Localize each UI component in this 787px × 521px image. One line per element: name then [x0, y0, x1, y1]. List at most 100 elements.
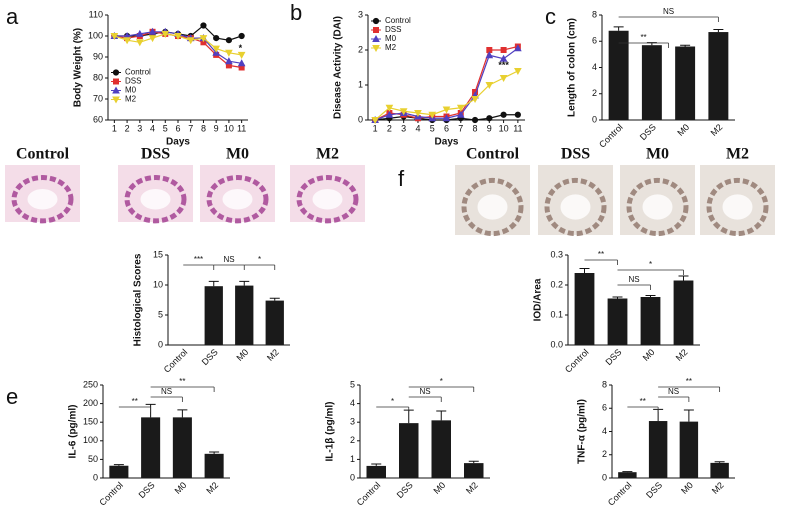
x-tick-label: DSS — [137, 480, 157, 500]
annotation: ** — [640, 397, 646, 406]
y-tick-label: 6 — [602, 403, 607, 413]
significance-bracket — [183, 264, 215, 270]
error-bar — [208, 280, 219, 287]
y-tick-label: 8 — [602, 379, 607, 389]
error-bar — [613, 26, 624, 31]
y-tick-label: 2 — [358, 44, 363, 54]
marker — [225, 57, 233, 65]
legend-label: M0 — [125, 86, 137, 95]
bar — [607, 298, 628, 345]
bar — [366, 465, 386, 478]
lumen — [477, 194, 508, 220]
tissue — [461, 177, 524, 237]
x-tick-label: 8 — [473, 123, 478, 133]
marker — [135, 39, 144, 47]
bar — [708, 32, 729, 120]
significance-bracket — [408, 396, 442, 402]
significance-bracket — [617, 284, 651, 290]
marker — [442, 106, 451, 114]
y-axis-label: IOD/Area — [533, 278, 544, 321]
annotation: * — [391, 397, 394, 406]
annotation: NS — [419, 387, 430, 396]
marker — [499, 75, 508, 83]
bar — [618, 472, 637, 478]
annotation: ** — [686, 377, 692, 386]
y-tick-label: 80 — [93, 72, 103, 82]
annotation: NS — [668, 387, 679, 396]
x-tick-label: Control — [97, 480, 125, 508]
bar — [399, 423, 419, 478]
x-tick-label: 2 — [125, 123, 130, 133]
x-tick-label: Control — [355, 480, 383, 508]
lumen — [642, 194, 673, 220]
annotation: *** — [498, 60, 509, 70]
y-tick-label: 0 — [358, 114, 363, 124]
x-tick-label: Control — [606, 480, 634, 508]
legend-label: Control — [385, 16, 411, 25]
error-bar — [678, 275, 689, 281]
bar — [204, 453, 224, 478]
x-tick-label: 5 — [163, 123, 168, 133]
error-bar — [612, 296, 623, 299]
y-tick-label: 0 — [350, 472, 355, 482]
annotation: * — [440, 377, 443, 386]
x-tick-label: 4 — [415, 123, 420, 133]
tissue — [11, 175, 74, 224]
error-bar — [177, 409, 188, 418]
x-tick-label: M2 — [674, 347, 690, 363]
x-tick-label: M0 — [431, 480, 447, 496]
marker — [372, 17, 380, 25]
marker — [135, 29, 144, 37]
marker — [456, 104, 465, 112]
x-tick-label: M0 — [675, 122, 691, 138]
y-tick-label: 15 — [153, 249, 163, 259]
marker — [385, 110, 394, 118]
legend-label: DSS — [385, 25, 401, 34]
x-tick-label: Control — [563, 347, 591, 375]
significance-bracket — [376, 406, 410, 412]
x-tick-label: M0 — [234, 347, 250, 363]
x-tick-label: DSS — [638, 122, 658, 142]
y-tick-label: 2 — [592, 88, 597, 98]
y-axis-label: Disease Activity (DAI) — [333, 16, 344, 119]
x-tick-label: 10 — [224, 123, 234, 133]
image-label: Control — [466, 146, 520, 163]
image-label: Control — [16, 146, 70, 163]
marker — [514, 68, 522, 76]
x-tick-label: 9 — [487, 123, 492, 133]
tissue — [206, 175, 269, 224]
error-bar — [713, 28, 724, 33]
marker — [471, 116, 479, 124]
x-tick-label: 9 — [214, 123, 219, 133]
significance-bracket — [658, 386, 721, 392]
x-tick-label: 7 — [458, 123, 463, 133]
marker — [372, 45, 380, 53]
x-axis-label: Days — [166, 137, 190, 148]
bar — [141, 417, 161, 478]
error-bar — [579, 268, 590, 273]
marker — [212, 45, 221, 53]
bar — [679, 421, 699, 478]
marker — [456, 110, 465, 118]
y-tick-label: 200 — [83, 398, 98, 408]
x-tick-label: DSS — [603, 347, 623, 367]
annotation: * — [649, 260, 652, 269]
annotation: ** — [132, 397, 138, 406]
error-bar — [113, 464, 124, 466]
y-tick-label: 5 — [350, 379, 355, 389]
error-bar — [622, 471, 633, 473]
marker — [372, 34, 380, 42]
marker — [373, 27, 379, 33]
image-label: M2 — [316, 146, 339, 163]
legend-label: M2 — [125, 95, 137, 104]
y-tick-label: 6 — [592, 36, 597, 46]
marker — [371, 117, 379, 125]
error-bar — [645, 295, 656, 297]
marker — [238, 32, 245, 40]
annotation: NS — [663, 7, 674, 16]
panel-letter: c — [545, 4, 556, 29]
bar — [675, 46, 696, 120]
y-tick-label: 0 — [602, 472, 607, 482]
legend-label: DSS — [125, 77, 141, 86]
